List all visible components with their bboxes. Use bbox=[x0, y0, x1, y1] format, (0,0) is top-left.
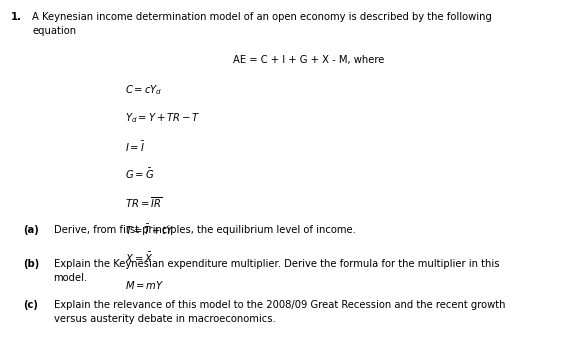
Text: Explain the relevance of this model to the 2008/09 Great Recession and the recen: Explain the relevance of this model to t… bbox=[54, 300, 505, 324]
Text: $I = \bar{I}$: $I = \bar{I}$ bbox=[125, 139, 146, 153]
Text: $G = \bar{G}$: $G = \bar{G}$ bbox=[125, 167, 154, 181]
Text: $M = mY$: $M = mY$ bbox=[125, 279, 165, 291]
Text: 1.: 1. bbox=[10, 12, 22, 22]
Text: $C = cY_d$: $C = cY_d$ bbox=[125, 84, 162, 97]
Text: $Y_d = Y + TR - T$: $Y_d = Y + TR - T$ bbox=[125, 112, 201, 125]
Text: (c): (c) bbox=[23, 300, 38, 310]
Text: $T = \bar{T} + tY$: $T = \bar{T} + tY$ bbox=[125, 223, 175, 237]
Text: $TR = \overline{IR}$: $TR = \overline{IR}$ bbox=[125, 195, 162, 210]
Text: (b): (b) bbox=[23, 259, 40, 269]
Text: (a): (a) bbox=[23, 225, 39, 235]
Text: Explain the Keynesian expenditure multiplier. Derive the formula for the multipl: Explain the Keynesian expenditure multip… bbox=[54, 259, 499, 283]
Text: Derive, from first principles, the equilibrium level of income.: Derive, from first principles, the equil… bbox=[54, 225, 356, 235]
Text: A Keynesian income determination model of an open economy is described by the fo: A Keynesian income determination model o… bbox=[32, 12, 492, 36]
Text: $X = \bar{X}$: $X = \bar{X}$ bbox=[125, 251, 154, 265]
Text: AE = C + I + G + X - M, where: AE = C + I + G + X - M, where bbox=[233, 55, 384, 64]
